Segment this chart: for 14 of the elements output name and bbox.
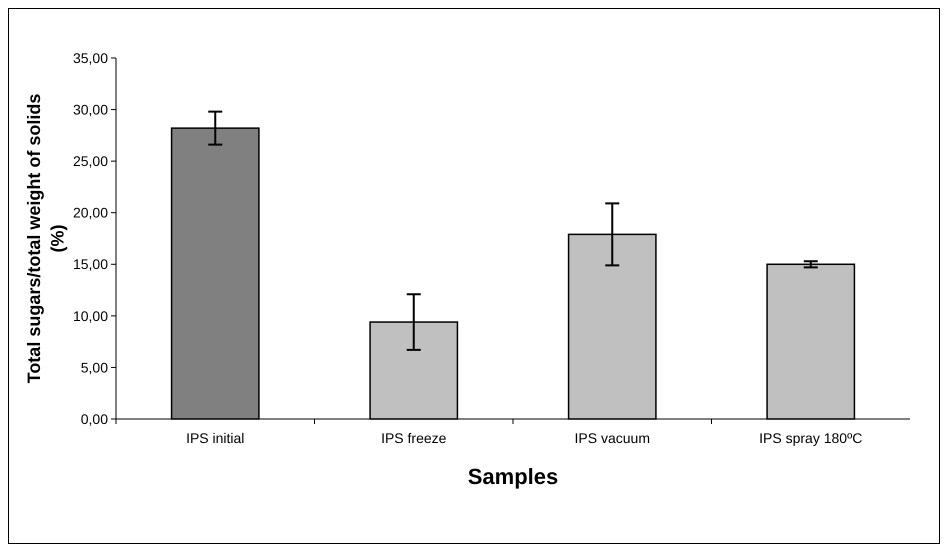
x-axis-title: Samples	[468, 464, 558, 489]
x-tick-label: IPS freeze	[381, 430, 447, 446]
y-axis-title: Total sugars/total weight of solids (%)	[24, 94, 68, 384]
y-tick-label: 15,00	[72, 256, 108, 272]
y-tick-label: 10,00	[72, 308, 108, 324]
y-tick-label: 5,00	[80, 359, 108, 376]
y-tick-label: 30,00	[72, 101, 108, 118]
x-tick-label: IPS vacuum	[574, 430, 650, 446]
x-tick-label: IPS initial	[186, 430, 244, 446]
y-tick-label: 0,00	[80, 410, 108, 427]
y-tick-label: 35,00	[72, 50, 108, 66]
y-tick-label: 20,00	[72, 204, 108, 221]
x-tick-label: IPS spray 180ºC	[759, 430, 862, 446]
y-tick-label: 25,00	[72, 153, 108, 170]
